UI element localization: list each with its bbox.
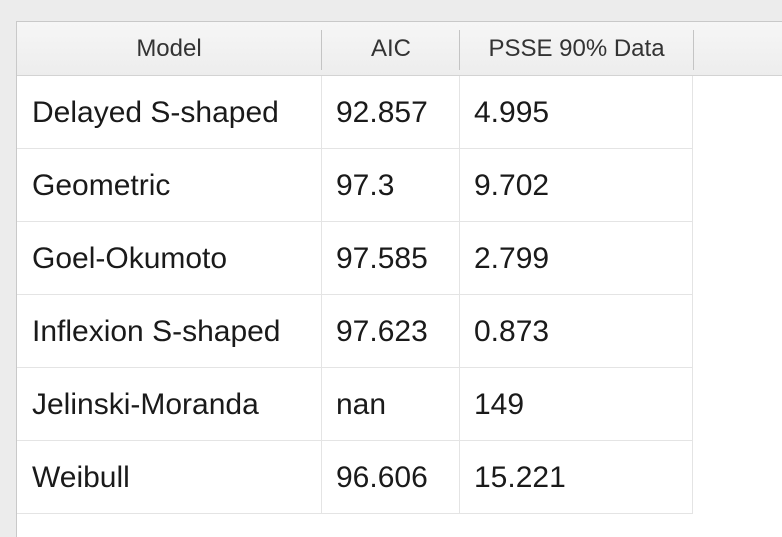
cell-aic[interactable]: nan: [336, 388, 387, 421]
column-header-psse[interactable]: PSSE 90% Data: [488, 35, 665, 62]
cell-model[interactable]: Inflexion S-shaped: [32, 315, 281, 348]
column-divider[interactable]: [321, 30, 322, 70]
table-row[interactable]: Jelinski-Moranda nan 149: [17, 368, 693, 441]
grid-line: [17, 148, 693, 149]
cell-model[interactable]: Goel-Okumoto: [32, 242, 228, 275]
cell-psse[interactable]: 149: [474, 388, 525, 421]
table-row[interactable]: Goel-Okumoto 97.585 2.799: [17, 222, 693, 295]
cell-aic[interactable]: 97.3: [336, 169, 395, 202]
cell-psse[interactable]: 15.221: [474, 461, 566, 494]
grid-line: [321, 76, 322, 514]
grid-line: [17, 440, 693, 441]
column-header-aic[interactable]: AIC: [370, 35, 411, 62]
table-row[interactable]: Delayed S-shaped 92.857 4.995: [17, 76, 693, 149]
column-header-model[interactable]: Model: [136, 35, 202, 62]
column-divider[interactable]: [459, 30, 460, 70]
grid-line: [692, 76, 693, 514]
cell-aic[interactable]: 92.857: [336, 96, 428, 129]
grid-line: [17, 294, 693, 295]
cell-psse[interactable]: 0.873: [474, 315, 550, 348]
cell-model[interactable]: Weibull: [32, 461, 130, 494]
table-row[interactable]: Geometric 97.3 9.702: [17, 149, 693, 222]
cell-model[interactable]: Geometric: [32, 169, 171, 202]
cell-model[interactable]: Delayed S-shaped: [32, 96, 279, 129]
cell-aic[interactable]: 97.585: [336, 242, 428, 275]
grid-line: [17, 513, 693, 514]
cell-model[interactable]: Jelinski-Moranda: [32, 388, 259, 421]
table-row[interactable]: Inflexion S-shaped 97.623 0.873: [17, 295, 693, 368]
grid-line: [17, 221, 693, 222]
column-divider[interactable]: [693, 30, 694, 70]
cell-aic[interactable]: 97.623: [336, 315, 428, 348]
results-table[interactable]: Model AIC PSSE 90% Data Delayed S-shaped…: [16, 21, 782, 537]
cell-psse[interactable]: 4.995: [474, 96, 550, 129]
table-header: Model AIC PSSE 90% Data: [17, 22, 782, 76]
grid-line: [459, 76, 460, 514]
cell-aic[interactable]: 96.606: [336, 461, 428, 494]
grid-line: [17, 367, 693, 368]
cell-psse[interactable]: 2.799: [474, 242, 550, 275]
table-row[interactable]: Weibull 96.606 15.221: [17, 441, 693, 514]
cell-psse[interactable]: 9.702: [474, 169, 550, 202]
